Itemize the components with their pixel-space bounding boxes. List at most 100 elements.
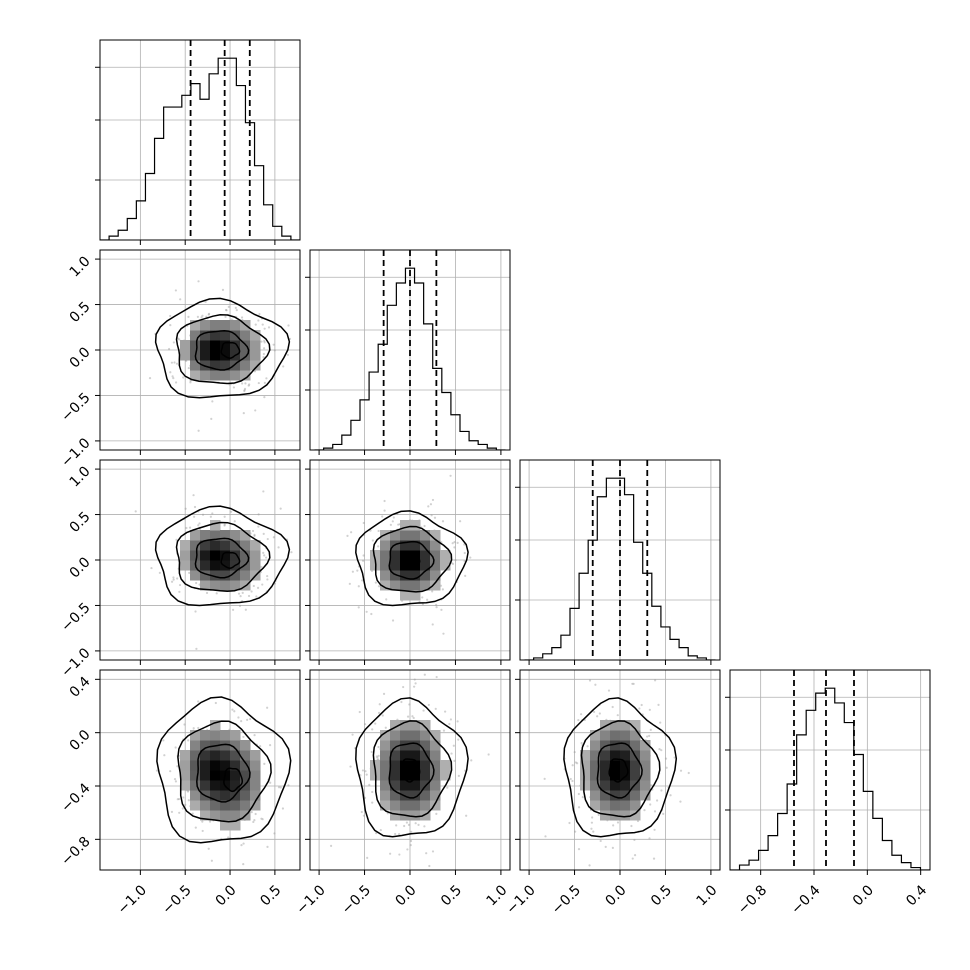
density-cell (630, 770, 641, 781)
scatter-point (370, 750, 373, 754)
scatter-point (425, 852, 428, 855)
density-cell (190, 570, 201, 581)
density-cell (220, 340, 231, 351)
density-cell (390, 580, 401, 591)
scatter-point (252, 584, 255, 588)
scatter-point (590, 821, 594, 824)
scatter-point (469, 556, 472, 559)
scatter-point (574, 830, 577, 833)
scatter-point (277, 786, 281, 789)
scatter-point (261, 323, 264, 326)
y-tick-label: −1.0 (58, 435, 93, 470)
density-cell (220, 750, 231, 761)
scatter-point (659, 721, 662, 724)
scatter-point (234, 306, 237, 310)
density-cell (430, 760, 441, 771)
density-cell (600, 800, 611, 811)
density-cell (210, 560, 221, 571)
scatter-point (377, 754, 380, 757)
scatter-point (577, 792, 580, 796)
density-cell (430, 790, 441, 801)
scatter-point (221, 288, 225, 291)
scatter-point (616, 821, 620, 824)
scatter-point (435, 675, 438, 679)
scatter-point (242, 863, 245, 866)
density-cell (610, 720, 621, 731)
scatter-point (256, 586, 260, 589)
scatter-point (361, 769, 365, 772)
density-cell (630, 740, 641, 751)
density-cell (210, 370, 221, 381)
scatter-point (389, 852, 392, 855)
density-cell (380, 730, 391, 741)
density-cell (420, 570, 431, 581)
scatter-point (262, 352, 265, 356)
density-cell (640, 780, 651, 791)
density-cell (250, 330, 261, 341)
hist-panel-3 (730, 670, 930, 870)
scatter-point (410, 830, 413, 833)
scatter-point (198, 522, 201, 525)
density-cell (420, 550, 431, 561)
density-cell (390, 810, 401, 821)
scatter-point (435, 606, 438, 609)
scatter-point (632, 682, 635, 685)
hist-panel-0 (100, 40, 300, 240)
scatter-point (174, 746, 177, 749)
scatter-point (238, 604, 242, 607)
density-cell (390, 550, 401, 561)
density-cell (630, 790, 641, 801)
scatter-point (450, 752, 453, 755)
density-cell (190, 750, 201, 761)
x-tick-label: 0.0 (850, 882, 877, 909)
density-cell (430, 540, 441, 551)
density-cell (210, 320, 221, 331)
density-cell (210, 720, 221, 731)
density-cell (600, 810, 611, 821)
scatter-point (240, 843, 243, 847)
density-cell (220, 370, 231, 381)
contour-0 (355, 697, 469, 838)
density-cell (420, 530, 431, 541)
density-cell (240, 550, 251, 561)
scatter-point (362, 554, 365, 557)
density-cell (230, 570, 241, 581)
density-cell (410, 720, 421, 731)
scatter-point (384, 726, 387, 729)
scatter-point (457, 774, 460, 777)
density-cell (220, 550, 231, 561)
scatter-point (371, 801, 374, 804)
scatter-point (616, 714, 619, 717)
density-cell (390, 760, 401, 771)
contour-2 (196, 743, 251, 803)
scatter-point (176, 798, 179, 801)
scatter-point (148, 377, 152, 380)
scatter-point (233, 874, 235, 876)
density-cell (190, 530, 201, 541)
scatter-point (273, 832, 276, 835)
density-cell (210, 810, 221, 821)
x-tick-label: −0.8 (735, 882, 770, 917)
scatter-point (227, 305, 230, 308)
scatter-point (178, 811, 181, 814)
scatter-point (250, 590, 253, 593)
y-tick-label: −1.0 (58, 645, 93, 680)
density-cell (220, 810, 231, 821)
scatter-point (673, 756, 676, 759)
scatter-point (451, 562, 455, 565)
density-cell (230, 730, 241, 741)
density-cell (230, 820, 241, 831)
scatter-point (588, 864, 591, 867)
scatter-point (414, 682, 417, 685)
hist-panel-1 (310, 250, 510, 450)
scatter-point (200, 316, 203, 319)
scatter-point (470, 759, 473, 762)
density-cell (410, 780, 421, 791)
density-cell (390, 750, 401, 761)
density-cell (210, 800, 221, 811)
x-tick-label: −0.5 (549, 882, 584, 917)
density-cell (210, 580, 221, 591)
scatter-point (279, 786, 282, 789)
scatter-point (252, 820, 255, 824)
scatter-point (192, 727, 195, 730)
